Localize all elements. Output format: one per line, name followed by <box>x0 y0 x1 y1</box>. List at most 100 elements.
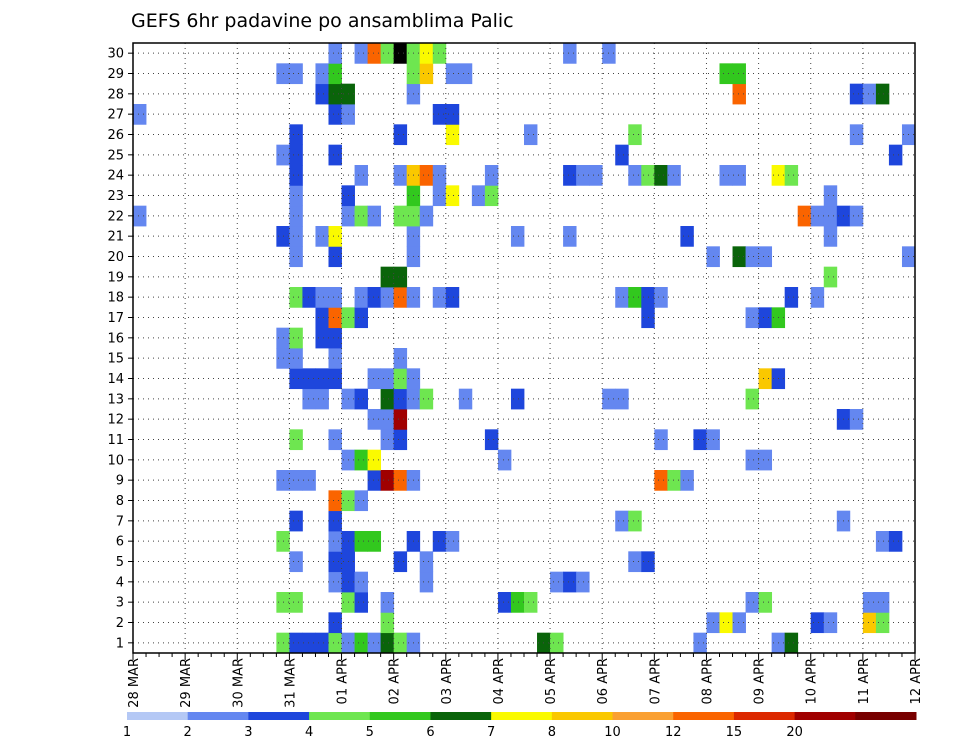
heatmap-cell <box>354 307 368 329</box>
y-tick-label: 8 <box>116 494 124 509</box>
y-tick-label: 10 <box>107 453 124 468</box>
y-tick-label: 28 <box>107 87 124 102</box>
heatmap-cell <box>550 571 564 593</box>
x-tick-label: 01 APR <box>336 658 351 704</box>
colorbar-swatch <box>794 712 856 720</box>
heatmap-cell <box>328 571 342 593</box>
heatmap-cell <box>445 104 460 125</box>
y-tick-label: 30 <box>107 47 124 62</box>
heatmap-cell <box>328 226 342 247</box>
heatmap-cell <box>289 185 303 207</box>
heatmap-cell <box>497 449 512 471</box>
y-tick-label: 18 <box>107 291 124 306</box>
heatmap-cell <box>367 531 382 552</box>
heatmap-cell <box>367 368 382 390</box>
heatmap-cell <box>628 287 642 308</box>
heatmap-cell <box>419 43 434 64</box>
heatmap-cell <box>289 226 303 247</box>
x-tick-label: 08 APR <box>700 658 715 704</box>
heatmap-cell <box>393 266 408 288</box>
y-tick-label: 6 <box>116 535 124 550</box>
heatmap-cell <box>758 246 773 268</box>
y-tick-label: 27 <box>107 108 124 123</box>
heatmap-cell <box>315 287 329 308</box>
heatmap-cell <box>497 592 512 613</box>
grid-lines <box>133 43 915 653</box>
heatmap-cell <box>367 632 382 654</box>
heatmap-cell <box>667 165 681 186</box>
y-tick-label: 9 <box>116 474 124 489</box>
heatmap-cell <box>458 63 473 85</box>
heatmap-cell <box>328 510 342 532</box>
heatmap-cell <box>615 287 629 308</box>
heatmap-cell <box>445 185 460 207</box>
heatmap-cell <box>328 348 342 369</box>
heatmap-cell <box>328 327 342 349</box>
heatmap-cell <box>354 449 368 471</box>
colorbar-swatch <box>430 712 492 720</box>
heatmap-cell <box>419 63 434 85</box>
heatmap-cell <box>563 226 577 247</box>
heatmap-cell <box>380 409 395 430</box>
y-tick-label: 7 <box>116 514 124 529</box>
heatmap-cell <box>354 287 368 308</box>
heatmap-cell <box>354 205 368 227</box>
heatmap-cell <box>302 368 316 390</box>
y-tick-label: 4 <box>116 575 124 590</box>
y-tick-label: 24 <box>107 169 124 184</box>
colorbar-label: 7 <box>487 725 495 740</box>
heatmap-cell <box>393 429 408 451</box>
heatmap-cell <box>719 63 733 85</box>
heatmap-cell <box>367 43 382 64</box>
heatmap-cell <box>380 368 395 390</box>
y-tick-label: 29 <box>107 67 124 82</box>
heatmap-cell <box>680 226 694 247</box>
heatmap-cell <box>563 165 577 186</box>
heatmap-cell <box>810 287 825 308</box>
heatmap-cell <box>328 63 342 85</box>
heatmap-cell <box>784 165 799 186</box>
heatmap-cell <box>693 632 707 654</box>
colorbar-label: 6 <box>426 725 434 740</box>
y-tick-label: 11 <box>107 433 124 448</box>
heatmap-cell <box>654 429 668 451</box>
heatmap-cell <box>328 551 342 573</box>
heatmap-cell <box>354 632 368 654</box>
heatmap-cell <box>615 510 629 532</box>
heatmap-cell <box>758 592 773 613</box>
heatmap-cell <box>667 470 681 491</box>
heatmap-cell <box>367 470 382 491</box>
heatmap-cell <box>380 388 395 410</box>
heatmap-cell <box>745 592 759 613</box>
heatmap-cell <box>654 287 668 308</box>
heatmap-cell <box>328 531 342 552</box>
heatmap-cell <box>862 592 877 613</box>
heatmap-cell <box>458 388 473 410</box>
heatmap-cell <box>732 63 746 85</box>
heatmap-cell <box>849 83 864 105</box>
heatmap-cell <box>315 83 329 105</box>
y-axis: 1234567891011121314151617181920212223242… <box>107 47 133 651</box>
heatmap-cell <box>888 144 903 166</box>
heatmap-cell <box>875 592 890 613</box>
x-tick-label: 31 MAR <box>283 658 298 708</box>
heatmap-cell <box>393 409 408 430</box>
heatmap-cell <box>315 368 329 390</box>
heatmap-cell <box>289 348 303 369</box>
heatmap-cell <box>524 592 538 613</box>
colorbar-swatch <box>369 712 431 720</box>
colorbar-swatch <box>551 712 614 720</box>
heatmap-cell <box>380 632 395 654</box>
colorbar-swatch <box>187 712 249 720</box>
heatmap-cell <box>315 307 329 329</box>
colorbar-legend: 1 2 3 4 5 6 7 8 10 12 15 20 <box>123 712 917 740</box>
heatmap-cell <box>615 388 629 410</box>
heatmap-cell <box>849 205 864 227</box>
heatmap-cell <box>719 165 733 186</box>
heatmap-cell <box>315 388 329 410</box>
heatmap-cell <box>393 205 408 227</box>
colorbar-label: 1 <box>123 725 131 740</box>
chart-title: GEFS 6hr padavine po ansamblima Palic <box>131 10 514 32</box>
x-tick-label: 12 APR <box>909 658 924 704</box>
